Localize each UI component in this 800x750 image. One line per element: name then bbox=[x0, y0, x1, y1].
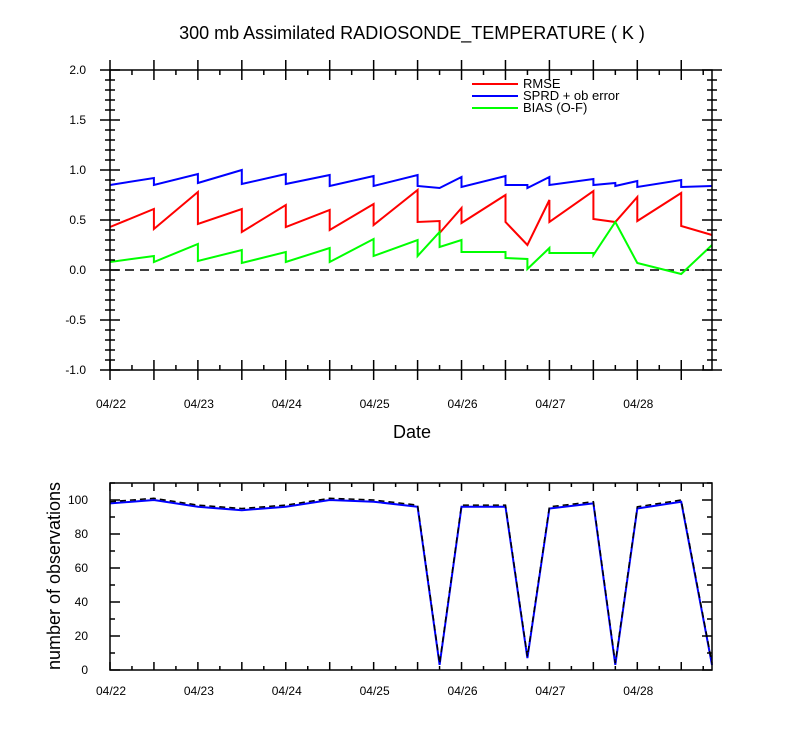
x-tick-label: 04/28 bbox=[623, 684, 653, 698]
series-line-sprd-ob-error bbox=[109, 168, 713, 190]
x-tick-label: 04/26 bbox=[448, 684, 478, 698]
y-tick-label: 40 bbox=[75, 595, 89, 609]
y-tick-label: 80 bbox=[75, 527, 89, 541]
y-tick-label: 0.0 bbox=[69, 263, 86, 277]
bottom-panel: 04/22 04/23 04/24 04/25 04/26 04/27 04/28 0 20 40… bbox=[44, 482, 713, 698]
y-tick-label: -1.0 bbox=[65, 363, 86, 377]
y-tick-label: -0.5 bbox=[65, 313, 86, 327]
top-panel: 04/22 04/23 04/24 04/25 04/26 04/27 04/28 -1.0 -… bbox=[65, 60, 722, 442]
y-tick-label: 20 bbox=[75, 629, 89, 643]
legend-label-rmse: RMSE bbox=[523, 76, 561, 91]
x-tick-label: 04/27 bbox=[535, 684, 565, 698]
x-tick-label: 04/22 bbox=[96, 684, 126, 698]
series-line-rmse bbox=[109, 187, 713, 247]
series-line-count-dashed bbox=[109, 497, 713, 664]
y-tick-label: 0 bbox=[81, 663, 88, 677]
legend-label-bias-o-f: BIAS (O-F) bbox=[523, 100, 587, 115]
series-line-count bbox=[109, 498, 713, 666]
x-tick-label: 04/28 bbox=[623, 397, 653, 411]
x-tick-label: 04/23 bbox=[184, 684, 214, 698]
x-axis-label: Date bbox=[393, 422, 431, 442]
x-tick-label: 04/23 bbox=[184, 397, 214, 411]
y-tick-label: 60 bbox=[75, 561, 89, 575]
y-tick-label: 0.5 bbox=[69, 213, 86, 227]
x-tick-label: 04/22 bbox=[96, 397, 126, 411]
x-tick-label: 04/24 bbox=[272, 684, 302, 698]
y-tick-label: 2.0 bbox=[69, 63, 86, 77]
y-tick-label: 100 bbox=[68, 493, 88, 507]
legend-label-sprd-ob-error: SPRD + ob error bbox=[523, 88, 620, 103]
y-tick-label: 1.5 bbox=[69, 113, 86, 127]
x-tick-label: 04/25 bbox=[360, 684, 390, 698]
series-line-bias-o-f bbox=[109, 220, 713, 276]
x-tick-label: 04/25 bbox=[360, 397, 390, 411]
y-tick-label: 1.0 bbox=[69, 163, 86, 177]
bottom-plot-frame bbox=[109, 482, 713, 671]
y-axis-label-observations: number of observations bbox=[44, 482, 64, 670]
x-tick-label: 04/27 bbox=[535, 397, 565, 411]
top-plot-frame bbox=[109, 69, 713, 371]
chart-title: 300 mb Assimilated RADIOSONDE_TEMPERATUR… bbox=[179, 23, 645, 44]
x-tick-label: 04/26 bbox=[448, 397, 478, 411]
x-tick-label: 04/24 bbox=[272, 397, 302, 411]
